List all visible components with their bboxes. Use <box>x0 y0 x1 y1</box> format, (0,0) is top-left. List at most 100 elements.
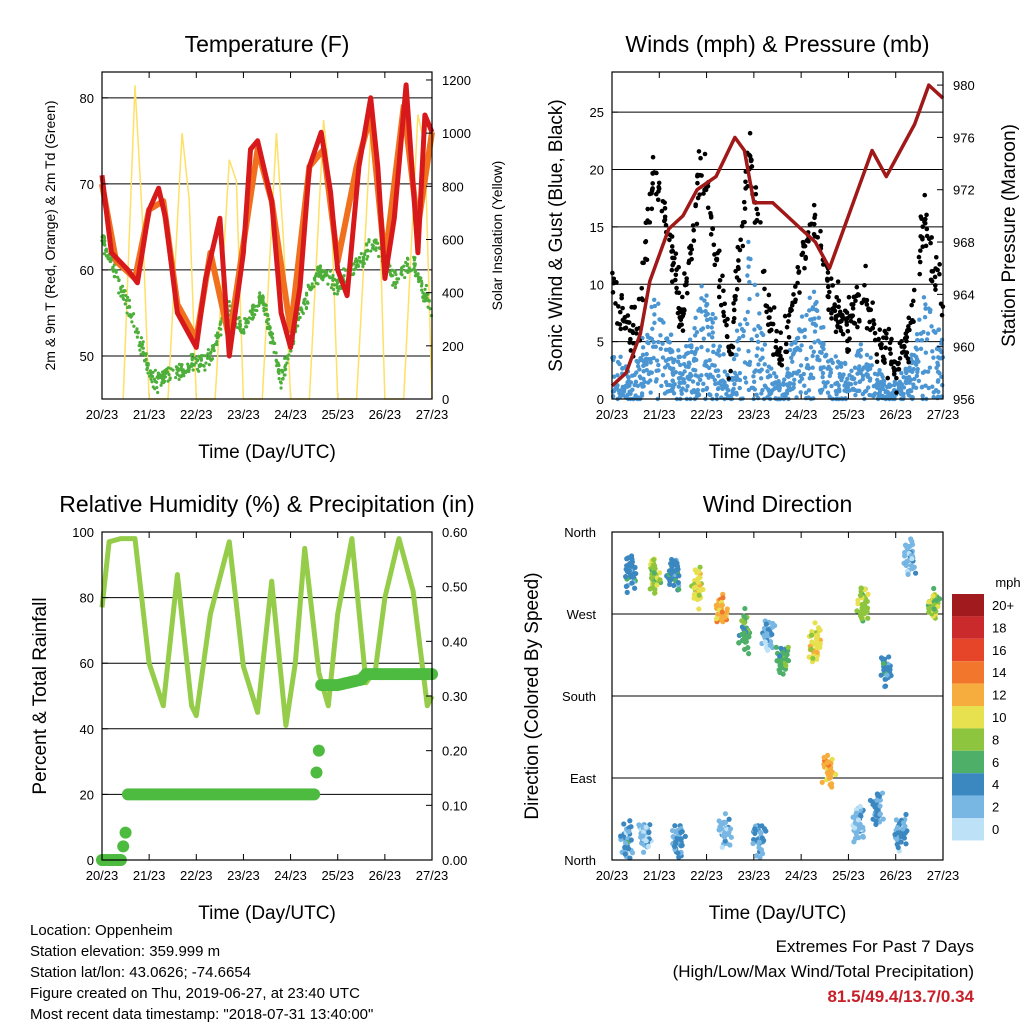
gust-point <box>825 278 830 283</box>
dewpoint-point <box>420 281 424 286</box>
direction-point <box>864 598 870 605</box>
direction-point <box>667 581 673 588</box>
dewpoint-point <box>160 370 165 374</box>
gust-point <box>901 343 907 349</box>
dewpoint-point <box>357 255 362 260</box>
direction-point <box>810 655 816 662</box>
dewpoint-point <box>210 357 215 361</box>
gust-point <box>830 306 835 312</box>
wind-point <box>711 349 716 355</box>
wind-point <box>628 391 633 397</box>
wind-point <box>797 347 803 353</box>
dewpoint-point <box>116 275 120 279</box>
direction-point <box>763 621 769 627</box>
wind-point <box>677 380 682 385</box>
dewpoint-point <box>354 267 358 271</box>
y-tick-label: 100 <box>72 525 94 540</box>
dewpoint-point <box>359 252 363 256</box>
gust-point <box>763 303 769 308</box>
direction-point <box>827 781 833 788</box>
gust-point <box>773 351 779 357</box>
dewpoint-point <box>358 260 363 264</box>
direction-point <box>880 816 886 822</box>
wind-point <box>731 386 736 392</box>
wind-point <box>710 335 715 340</box>
dewpoint-point <box>237 322 241 326</box>
dewpoint-point <box>123 302 128 306</box>
y2-tick-label: 956 <box>953 392 975 407</box>
gust-point <box>901 349 907 354</box>
direction-point <box>783 662 789 669</box>
x-tick-label: 20/23 <box>596 868 629 883</box>
gust-point <box>836 298 842 303</box>
wind-point <box>749 337 754 342</box>
wind-point <box>757 326 763 331</box>
wind-point <box>687 361 692 367</box>
wind-point <box>656 362 661 368</box>
x-tick-label: 27/23 <box>416 407 449 422</box>
wind-point <box>892 382 897 388</box>
wind-point <box>745 273 750 278</box>
gust-point <box>774 328 779 334</box>
wind-point <box>913 362 919 367</box>
direction-point <box>628 553 635 559</box>
dewpoint-point <box>123 289 127 293</box>
dewpoint-point <box>112 268 116 272</box>
dewpoint-point <box>141 346 145 350</box>
wind-point <box>867 366 873 372</box>
wind-point <box>611 374 617 379</box>
dewpoint-point <box>131 312 136 316</box>
gust-point <box>714 257 720 263</box>
gust-point <box>800 239 806 245</box>
dewpoint-point <box>126 295 130 300</box>
panel-title: Winds (mph) & Pressure (mb) <box>625 31 929 57</box>
direction-point <box>678 829 684 836</box>
wind-point <box>791 350 796 356</box>
x-tick-label: 23/23 <box>738 407 771 422</box>
colorbar-swatch <box>952 750 984 774</box>
dewpoint-point <box>363 253 367 257</box>
gust-point <box>849 302 854 307</box>
wind-point <box>829 383 834 389</box>
colorbar-swatch <box>952 638 984 662</box>
gust-point <box>916 254 922 260</box>
gust-point <box>691 227 696 233</box>
wind-point <box>662 365 668 370</box>
direction-point <box>878 672 884 678</box>
dewpoint-point <box>250 317 255 321</box>
direction-point <box>857 592 864 599</box>
direction-point <box>668 560 674 567</box>
direction-point <box>726 816 732 822</box>
dewpoint-point <box>203 354 207 358</box>
colorbar-label: 6 <box>992 755 999 770</box>
gust-point <box>802 243 808 249</box>
gust-point <box>726 344 731 350</box>
wind-point <box>759 391 764 396</box>
direction-point <box>885 665 891 671</box>
dewpoint-point <box>279 381 283 385</box>
wind-point <box>803 390 809 396</box>
x-tick-label: 22/23 <box>180 868 213 883</box>
dewpoint-point <box>396 277 401 281</box>
wind-point <box>704 387 709 392</box>
created-text: Figure created on Thu, 2019-06-27, at 23… <box>30 985 360 1002</box>
colorbar-swatch <box>952 616 984 639</box>
direction-point <box>696 592 702 598</box>
direction-point <box>776 667 782 673</box>
dewpoint-point <box>281 376 285 381</box>
direction-point <box>865 591 871 597</box>
wind-point <box>770 388 775 393</box>
wind-point <box>660 355 666 360</box>
direction-point <box>697 564 703 570</box>
gust-point <box>786 334 792 340</box>
wind-point <box>734 373 739 379</box>
wind-point <box>758 376 764 381</box>
wind-point <box>835 365 840 370</box>
gust-point <box>708 232 714 237</box>
plot-area <box>610 83 946 402</box>
dewpoint-point <box>402 264 406 268</box>
gust-point <box>782 313 788 319</box>
gust-point <box>889 336 894 342</box>
gust-point <box>743 179 748 185</box>
wind-point <box>699 296 704 301</box>
